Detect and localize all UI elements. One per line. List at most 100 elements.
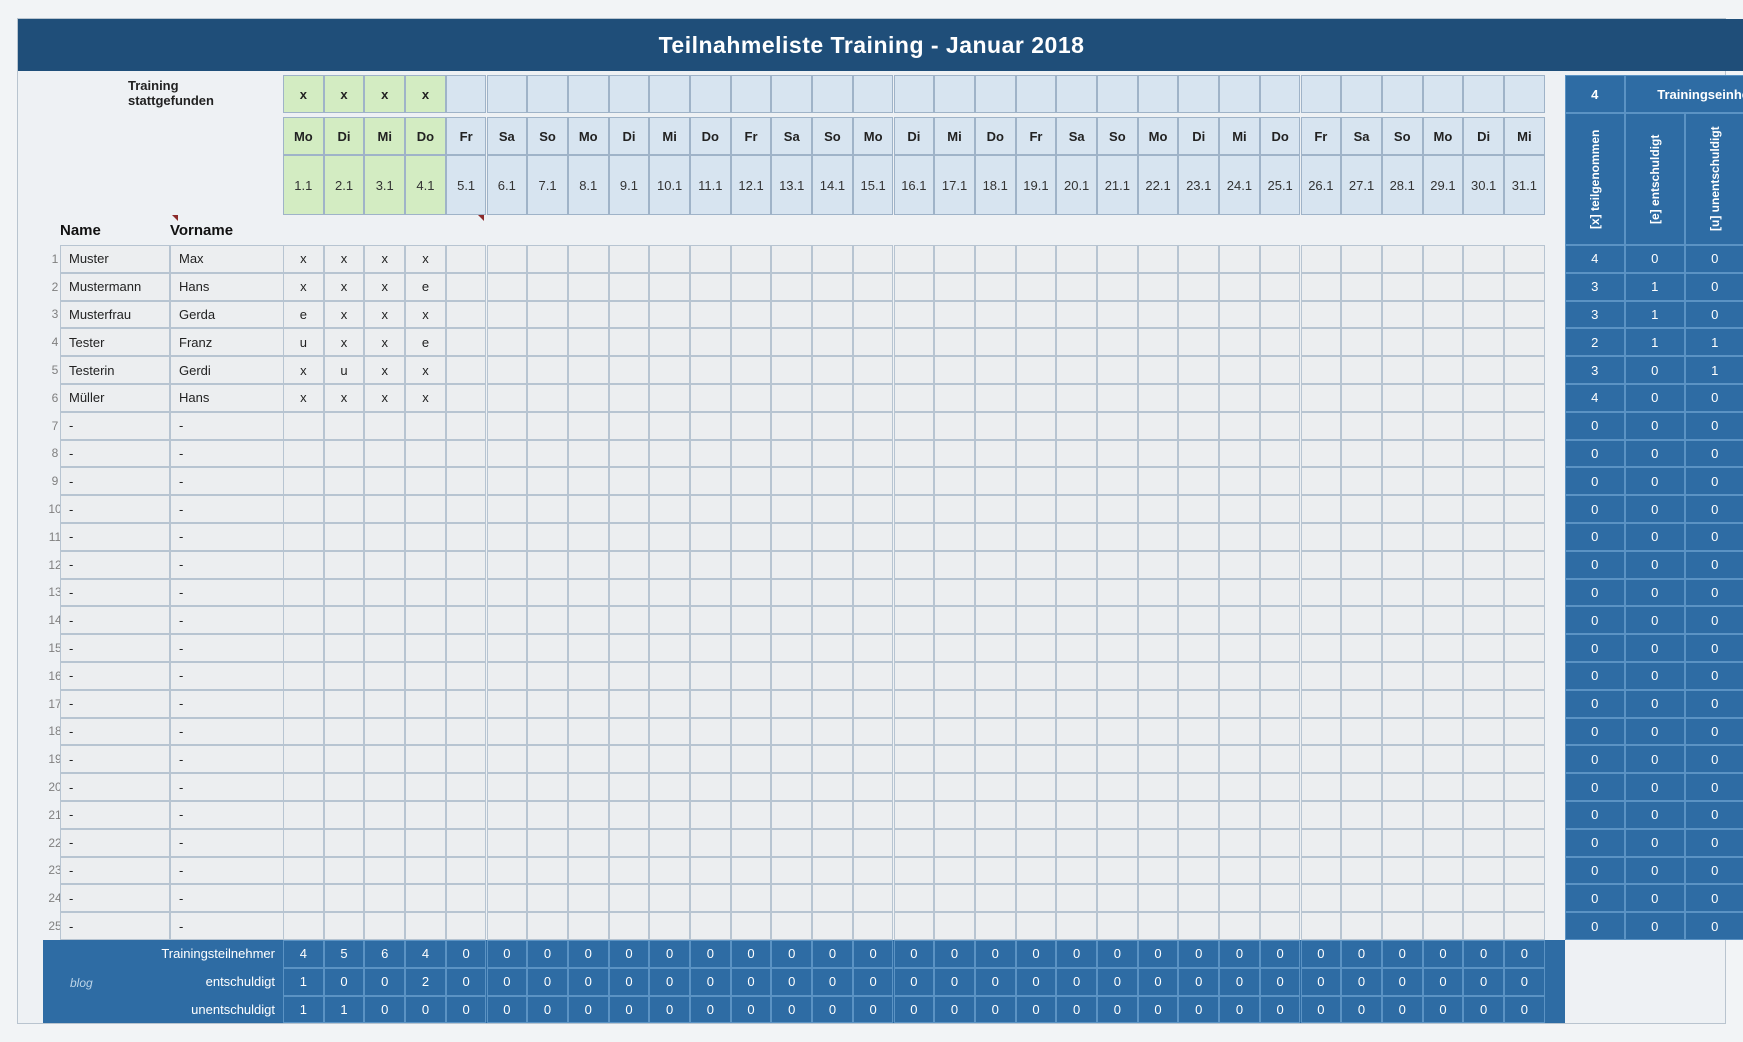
attendance-cell-r5-c14[interactable] — [812, 356, 853, 384]
attendance-cell-r22-c21[interactable] — [1097, 829, 1138, 857]
attendance-cell-r22-c27[interactable] — [1341, 829, 1382, 857]
attendance-cell-r13-c3[interactable] — [364, 579, 405, 607]
attendance-cell-r25-c22[interactable] — [1138, 912, 1179, 940]
attendance-cell-r22-c12[interactable] — [731, 829, 772, 857]
attendance-cell-r11-c21[interactable] — [1097, 523, 1138, 551]
attendance-cell-r20-c19[interactable] — [1016, 773, 1057, 801]
attendance-cell-r19-c11[interactable] — [690, 745, 731, 773]
attendance-cell-r10-c22[interactable] — [1138, 495, 1179, 523]
attendance-cell-r23-c26[interactable] — [1301, 857, 1342, 885]
attendance-cell-r18-c11[interactable] — [690, 718, 731, 746]
attendance-cell-r6-c29[interactable] — [1423, 384, 1464, 412]
attendance-cell-r3-c8[interactable] — [568, 301, 609, 329]
bottom-summary-value-2-28[interactable]: 0 — [1382, 968, 1423, 996]
attendance-cell-r22-c5[interactable] — [446, 829, 487, 857]
attendance-cell-r17-c22[interactable] — [1138, 690, 1179, 718]
training-flag-4[interactable]: x — [405, 75, 446, 113]
attendance-cell-r23-c19[interactable] — [1016, 857, 1057, 885]
attendance-cell-r10-c18[interactable] — [975, 495, 1016, 523]
attendance-cell-r20-c15[interactable] — [853, 773, 894, 801]
attendance-cell-r12-c14[interactable] — [812, 551, 853, 579]
attendance-cell-r11-c8[interactable] — [568, 523, 609, 551]
attendance-cell-r5-c5[interactable] — [446, 356, 487, 384]
bottom-summary-value-3-25[interactable]: 0 — [1260, 996, 1301, 1024]
attendance-cell-r12-c29[interactable] — [1423, 551, 1464, 579]
attendance-cell-r16-c5[interactable] — [446, 662, 487, 690]
attendance-cell-r13-c9[interactable] — [609, 579, 650, 607]
attendance-cell-r16-c16[interactable] — [894, 662, 935, 690]
attendance-cell-r10-c20[interactable] — [1056, 495, 1097, 523]
training-flag-empty-14[interactable] — [812, 75, 853, 113]
attendance-cell-r20-c28[interactable] — [1382, 773, 1423, 801]
attendance-cell-r12-c23[interactable] — [1178, 551, 1219, 579]
summary-value-r11-c2[interactable]: 0 — [1625, 523, 1685, 551]
summary-value-r24-c3[interactable]: 0 — [1685, 884, 1743, 912]
attendance-cell-r7-c18[interactable] — [975, 412, 1016, 440]
attendance-cell-r9-c7[interactable] — [527, 467, 568, 495]
attendance-cell-r11-c25[interactable] — [1260, 523, 1301, 551]
summary-value-r2-c2[interactable]: 1 — [1625, 273, 1685, 301]
attendance-cell-r25-c18[interactable] — [975, 912, 1016, 940]
table-row-vorname-21[interactable]: - — [170, 801, 300, 829]
attendance-cell-r10-c16[interactable] — [894, 495, 935, 523]
attendance-cell-r6-c30[interactable] — [1463, 384, 1504, 412]
attendance-cell-r2-c15[interactable] — [853, 273, 894, 301]
summary-value-r9-c1[interactable]: 0 — [1565, 467, 1625, 495]
bottom-summary-value-3-26[interactable]: 0 — [1301, 996, 1342, 1024]
attendance-cell-r24-c31[interactable] — [1504, 884, 1545, 912]
attendance-cell-r2-c18[interactable] — [975, 273, 1016, 301]
attendance-cell-r16-c27[interactable] — [1341, 662, 1382, 690]
attendance-cell-r16-c17[interactable] — [934, 662, 975, 690]
table-row-vorname-7[interactable]: - — [170, 412, 300, 440]
attendance-cell-r24-c6[interactable] — [487, 884, 528, 912]
attendance-cell-r10-c7[interactable] — [527, 495, 568, 523]
attendance-cell-r11-c23[interactable] — [1178, 523, 1219, 551]
bottom-summary-value-3-5[interactable]: 0 — [446, 996, 487, 1024]
bottom-summary-value-3-17[interactable]: 0 — [934, 996, 975, 1024]
table-row-vorname-15[interactable]: - — [170, 634, 300, 662]
bottom-summary-value-1-3[interactable]: 6 — [364, 940, 405, 968]
attendance-cell-r22-c29[interactable] — [1423, 829, 1464, 857]
summary-value-r7-c3[interactable]: 0 — [1685, 412, 1743, 440]
bottom-summary-value-1-18[interactable]: 0 — [975, 940, 1016, 968]
attendance-cell-r8-c6[interactable] — [487, 440, 528, 468]
attendance-cell-r2-c13[interactable] — [771, 273, 812, 301]
attendance-cell-r22-c10[interactable] — [649, 829, 690, 857]
attendance-cell-r24-c26[interactable] — [1301, 884, 1342, 912]
attendance-cell-r14-c16[interactable] — [894, 606, 935, 634]
attendance-cell-r16-c19[interactable] — [1016, 662, 1057, 690]
attendance-cell-r14-c27[interactable] — [1341, 606, 1382, 634]
attendance-cell-r7-c29[interactable] — [1423, 412, 1464, 440]
bottom-summary-value-2-21[interactable]: 0 — [1097, 968, 1138, 996]
attendance-cell-r6-c12[interactable] — [731, 384, 772, 412]
attendance-cell-r9-c26[interactable] — [1301, 467, 1342, 495]
attendance-cell-r9-c20[interactable] — [1056, 467, 1097, 495]
attendance-cell-r24-c16[interactable] — [894, 884, 935, 912]
attendance-cell-r15-c10[interactable] — [649, 634, 690, 662]
attendance-cell-r21-c5[interactable] — [446, 801, 487, 829]
attendance-cell-r19-c7[interactable] — [527, 745, 568, 773]
attendance-cell-r12-c2[interactable] — [324, 551, 365, 579]
attendance-cell-r24-c13[interactable] — [771, 884, 812, 912]
attendance-cell-r4-c26[interactable] — [1301, 328, 1342, 356]
training-flag-2[interactable]: x — [324, 75, 365, 113]
attendance-cell-r4-c24[interactable] — [1219, 328, 1260, 356]
attendance-cell-r10-c26[interactable] — [1301, 495, 1342, 523]
attendance-cell-r25-c16[interactable] — [894, 912, 935, 940]
attendance-cell-r22-c7[interactable] — [527, 829, 568, 857]
attendance-cell-r7-c6[interactable] — [487, 412, 528, 440]
attendance-cell-r7-c3[interactable] — [364, 412, 405, 440]
training-flag-1[interactable]: x — [283, 75, 324, 113]
attendance-cell-r13-c12[interactable] — [731, 579, 772, 607]
summary-value-r18-c2[interactable]: 0 — [1625, 718, 1685, 746]
attendance-cell-r24-c14[interactable] — [812, 884, 853, 912]
bottom-summary-value-2-11[interactable]: 0 — [690, 968, 731, 996]
summary-value-r4-c1[interactable]: 2 — [1565, 328, 1625, 356]
attendance-cell-r9-c16[interactable] — [894, 467, 935, 495]
attendance-cell-r10-c2[interactable] — [324, 495, 365, 523]
attendance-cell-r10-c23[interactable] — [1178, 495, 1219, 523]
attendance-cell-r14-c26[interactable] — [1301, 606, 1342, 634]
attendance-cell-r6-c1[interactable]: x — [283, 384, 324, 412]
attendance-cell-r5-c15[interactable] — [853, 356, 894, 384]
attendance-cell-r20-c17[interactable] — [934, 773, 975, 801]
